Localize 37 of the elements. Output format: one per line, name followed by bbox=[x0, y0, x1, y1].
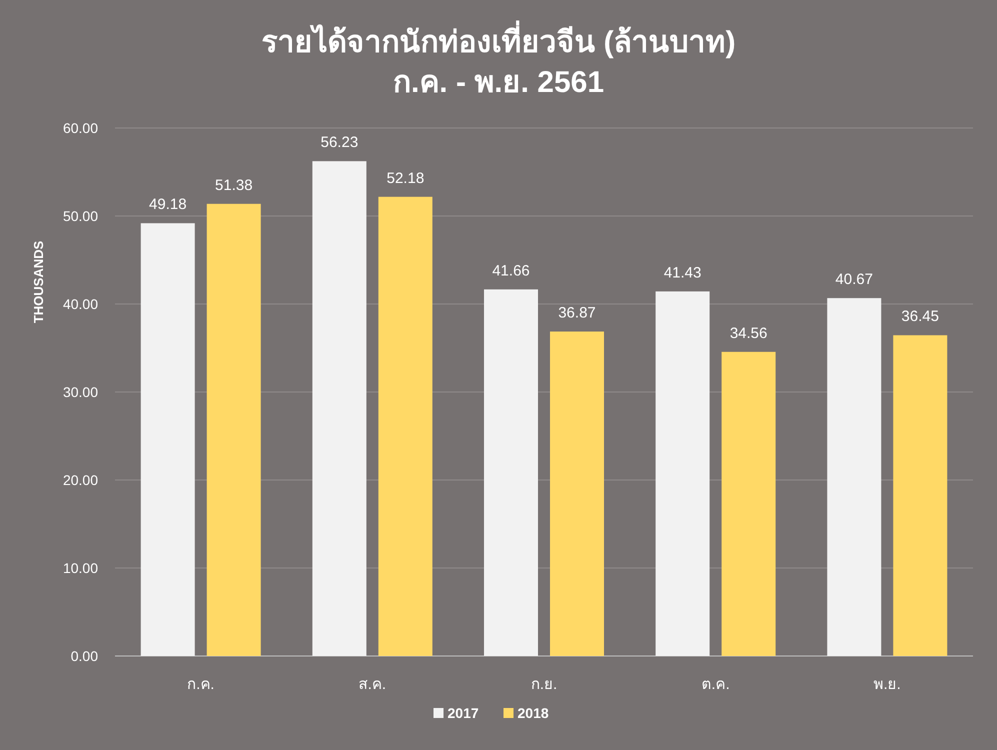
bar bbox=[827, 298, 882, 656]
bar bbox=[140, 223, 195, 656]
x-tick-label: ต.ค. bbox=[701, 676, 730, 693]
bar bbox=[484, 289, 538, 656]
y-tick-label: 0.00 bbox=[70, 648, 98, 664]
y-tick-label: 40.00 bbox=[62, 296, 98, 312]
bar bbox=[206, 204, 261, 656]
bar bbox=[722, 352, 776, 656]
y-axis-title: THOUSANDS bbox=[31, 240, 46, 324]
data-label: 49.18 bbox=[149, 196, 187, 214]
data-label: 40.67 bbox=[835, 271, 873, 288]
bar bbox=[312, 161, 366, 656]
data-label: 34.56 bbox=[730, 324, 768, 342]
x-tick-label: ส.ค. bbox=[358, 676, 386, 693]
legend-label: 2017 bbox=[448, 705, 479, 721]
chart-subtitle: ก.ค. - พ.ย. 2561 bbox=[392, 66, 604, 99]
bar bbox=[550, 332, 604, 656]
x-tick-label: ก.ค. bbox=[187, 676, 214, 693]
y-tick-label: 60.00 bbox=[62, 120, 98, 136]
x-tick-label: ก.ย. bbox=[530, 676, 558, 693]
data-label: 51.38 bbox=[215, 176, 253, 194]
chart-title: รายได้จากนักท่องเที่ยวจีน (ล้านบาท) bbox=[261, 20, 736, 59]
data-label: 52.18 bbox=[386, 170, 424, 187]
x-tick-label: พ.ย. bbox=[874, 676, 901, 693]
bar bbox=[378, 196, 432, 656]
data-label: 56.23 bbox=[320, 134, 358, 152]
y-tick-label: 30.00 bbox=[62, 384, 98, 400]
data-label: 36.87 bbox=[558, 304, 596, 322]
y-tick-label: 10.00 bbox=[62, 560, 98, 576]
bar bbox=[893, 335, 948, 656]
y-tick-label: 50.00 bbox=[62, 208, 98, 224]
legend-label: 2018 bbox=[518, 705, 549, 721]
bar bbox=[656, 291, 710, 656]
data-label: 36.45 bbox=[901, 308, 939, 326]
data-label: 41.66 bbox=[492, 262, 530, 280]
y-tick-label: 20.00 bbox=[62, 472, 98, 488]
data-label: 41.43 bbox=[664, 264, 702, 282]
